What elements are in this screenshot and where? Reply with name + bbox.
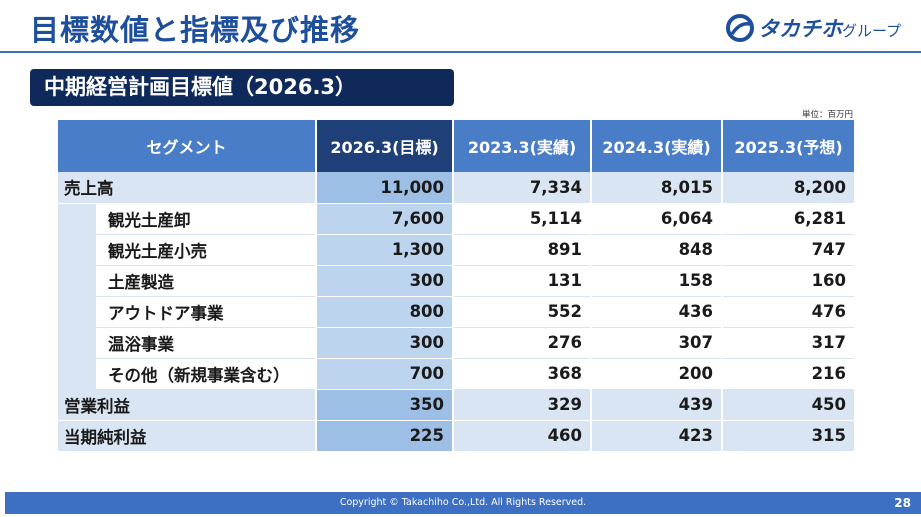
footer-bar: Copyright © Takachiho Co.,Ltd. All Right… <box>5 492 921 514</box>
row-label: 観光土産卸 <box>96 203 318 235</box>
row-label: 観光土産小売 <box>96 234 318 266</box>
company-logo: タカチホグループ <box>726 12 916 44</box>
header-actual-2024: 2024.3(実績) <box>591 120 724 172</box>
cell-target: 300 <box>316 265 455 297</box>
header-segment: セグメント <box>58 120 318 172</box>
cell-value: 848 <box>591 234 724 266</box>
cell-target: 700 <box>316 358 455 390</box>
table-row: 売上高 11,000 7,334 8,015 8,200 <box>58 172 855 204</box>
cell-value: 423 <box>591 420 724 452</box>
table-row: 営業利益 350 329 439 450 <box>58 389 855 421</box>
row-label: 営業利益 <box>58 389 318 421</box>
cell-value: 7,334 <box>453 172 593 204</box>
table-row: 土産製造 300 131 158 160 <box>58 265 855 297</box>
cell-value: 158 <box>591 265 724 297</box>
cell-value: 216 <box>722 358 855 390</box>
table-row: 当期純利益 225 460 423 315 <box>58 420 855 452</box>
cell-value: 317 <box>722 327 855 359</box>
title-divider <box>0 51 921 53</box>
cell-value: 5,114 <box>453 203 593 235</box>
page-number: 28 <box>894 496 911 510</box>
cell-value: 460 <box>453 420 593 452</box>
cell-value: 8,200 <box>722 172 855 204</box>
cell-value: 450 <box>722 389 855 421</box>
cell-value: 6,281 <box>722 203 855 235</box>
cell-target: 800 <box>316 296 455 328</box>
row-label: アウトドア事業 <box>96 296 318 328</box>
cell-value: 315 <box>722 420 855 452</box>
cell-value: 552 <box>453 296 593 328</box>
copyright-text: Copyright © Takachiho Co.,Ltd. All Right… <box>339 497 587 508</box>
table-row: アウトドア事業 800 552 436 476 <box>58 296 855 328</box>
row-label: その他（新規事業含む） <box>96 358 318 390</box>
cell-value: 747 <box>722 234 855 266</box>
cell-target: 7,600 <box>316 203 455 235</box>
row-label: 当期純利益 <box>58 420 318 452</box>
cell-value: 160 <box>722 265 855 297</box>
cell-target: 1,300 <box>316 234 455 266</box>
indent-cell <box>58 203 96 235</box>
header-target-2026: 2026.3(目標) <box>316 120 455 172</box>
table-row: 観光土産卸 7,600 5,114 6,064 6,281 <box>58 203 855 235</box>
header-forecast-2025: 2025.3(予想) <box>722 120 855 172</box>
cell-value: 307 <box>591 327 724 359</box>
indent-cell <box>58 327 96 359</box>
indent-cell <box>58 358 96 390</box>
cell-value: 6,064 <box>591 203 724 235</box>
cell-target: 225 <box>316 420 455 452</box>
logo-text: タカチホグループ <box>758 17 902 41</box>
cell-value: 131 <box>453 265 593 297</box>
cell-value: 200 <box>591 358 724 390</box>
cell-target: 11,000 <box>316 172 455 204</box>
cell-value: 8,015 <box>591 172 724 204</box>
cell-value: 891 <box>453 234 593 266</box>
table-row: 温浴事業 300 276 307 317 <box>58 327 855 359</box>
cell-value: 439 <box>591 389 724 421</box>
header-actual-2023: 2023.3(実績) <box>453 120 593 172</box>
cell-value: 276 <box>453 327 593 359</box>
cell-value: 436 <box>591 296 724 328</box>
cell-target: 350 <box>316 389 455 421</box>
table-row: その他（新規事業含む） 700 368 200 216 <box>58 358 855 390</box>
logo-mark-icon <box>726 14 754 42</box>
targets-table: セグメント 2026.3(目標) 2023.3(実績) 2024.3(実績) 2… <box>58 120 855 452</box>
cell-value: 476 <box>722 296 855 328</box>
unit-note: 単位：百万円 <box>801 110 853 120</box>
page-title: 目標数値と指標及び推移 <box>30 13 361 47</box>
row-label: 温浴事業 <box>96 327 318 359</box>
table-header-row: セグメント 2026.3(目標) 2023.3(実績) 2024.3(実績) 2… <box>58 120 855 172</box>
cell-target: 300 <box>316 327 455 359</box>
indent-cell <box>58 296 96 328</box>
section-title: 中期経営計画目標値（2026.3） <box>30 69 454 106</box>
table-row: 観光土産小売 1,300 891 848 747 <box>58 234 855 266</box>
indent-cell <box>58 265 96 297</box>
cell-value: 368 <box>453 358 593 390</box>
row-label: 売上高 <box>58 172 318 204</box>
row-label: 土産製造 <box>96 265 318 297</box>
indent-cell <box>58 234 96 266</box>
cell-value: 329 <box>453 389 593 421</box>
